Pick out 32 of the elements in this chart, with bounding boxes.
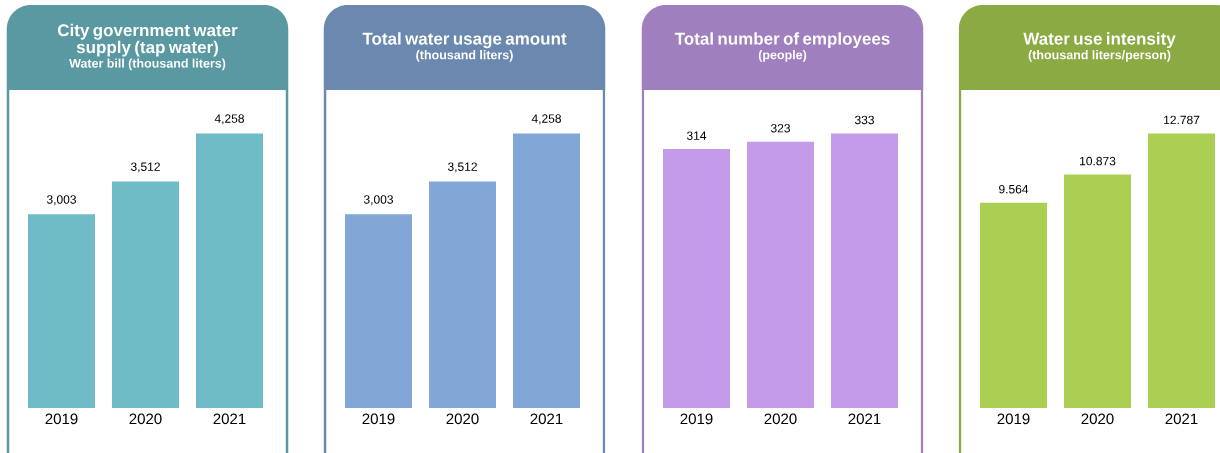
chart-title: Water use intensity [1023,32,1176,49]
data-label: 9.564 [999,184,1029,194]
x-tick-label: 2019 [45,413,78,425]
data-label: 314 [686,131,707,140]
data-label: 3,512 [447,162,477,173]
x-tick-label: 2020 [1081,413,1114,425]
chart-title: Total number of employees [674,32,890,49]
chart-subtitle: (thousand liters/person) [1028,50,1171,62]
data-label: 3,003 [46,195,76,206]
x-tick-label: 2020 [764,413,797,425]
data-label: 3,512 [130,162,160,173]
data-label: 323 [770,123,790,133]
data-label: 4,258 [531,114,561,125]
x-tick-label: 2019 [997,413,1030,425]
x-tick-label: 2020 [129,413,162,425]
x-tick-label: 2021 [1165,413,1198,425]
data-label: 333 [854,115,874,125]
chart-subtitle: (people) [758,50,807,62]
x-tick-label: 2021 [213,413,246,425]
chart-subtitle: (thousand liters) [416,50,513,62]
chart-title: City government water supply (tap water) [57,23,238,57]
x-tick-label: 2021 [530,413,563,425]
data-label: 4,258 [214,114,244,125]
x-tick-label: 2019 [680,413,713,425]
data-label: 12.787 [1164,115,1200,125]
chart-title: Total water usage amount [362,32,567,49]
x-tick-label: 2021 [848,413,881,425]
x-tick-label: 2019 [362,413,395,425]
x-tick-label: 2020 [446,413,479,425]
data-label: 3,003 [363,195,393,206]
chart-subtitle: Water bill (thousand liters) [69,58,226,71]
data-label: 10.873 [1080,156,1116,166]
